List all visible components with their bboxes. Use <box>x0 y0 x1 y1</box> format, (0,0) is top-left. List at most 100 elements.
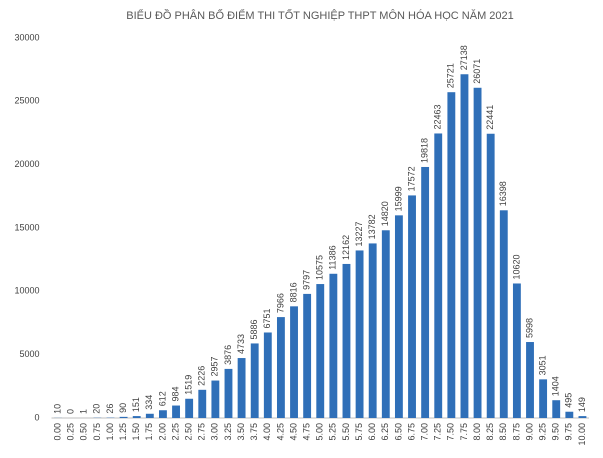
bar <box>263 332 272 418</box>
x-tick-label: 7.50 <box>446 423 456 441</box>
bar <box>132 416 141 418</box>
x-tick-label: 9.50 <box>551 423 561 441</box>
bar <box>172 405 180 418</box>
value-label: 334 <box>144 395 154 410</box>
value-label: 26 <box>105 404 115 414</box>
bar <box>473 87 482 418</box>
x-tick-label: 3.00 <box>210 423 220 441</box>
bar <box>159 410 167 418</box>
bar <box>460 74 469 418</box>
bar <box>316 284 325 418</box>
value-label: 6751 <box>262 308 272 328</box>
x-tick-label: 7.00 <box>420 423 430 441</box>
x-tick-label: 2.00 <box>157 423 167 441</box>
value-label: 0 <box>66 409 76 414</box>
value-label: 3051 <box>537 355 547 375</box>
value-label: 13782 <box>367 214 377 239</box>
bar <box>552 400 561 418</box>
x-tick-label: 8.00 <box>472 423 482 441</box>
value-label: 14820 <box>380 201 390 226</box>
x-tick-label: 6.50 <box>393 423 403 441</box>
x-tick-label: 0.00 <box>52 423 62 441</box>
x-tick-label: 9.25 <box>537 423 547 441</box>
bar <box>421 166 430 418</box>
value-label: 10 <box>52 404 62 414</box>
x-tick-label: 10.00 <box>577 423 587 446</box>
value-label: 2226 <box>197 366 207 386</box>
y-tick-label: 25000 <box>14 96 39 106</box>
value-label: 5998 <box>524 318 534 338</box>
x-tick-label: 5.75 <box>354 423 364 441</box>
value-label: 10620 <box>511 254 521 279</box>
x-tick-label: 1.00 <box>105 423 115 441</box>
bar <box>303 293 312 418</box>
bar <box>578 416 587 418</box>
x-tick-label: 1.50 <box>131 423 141 441</box>
value-label: 9797 <box>302 270 312 290</box>
value-label: 984 <box>170 387 180 402</box>
value-label: 11386 <box>328 245 338 269</box>
value-label: 495 <box>564 393 574 408</box>
value-label: 1404 <box>551 376 561 396</box>
value-label: 3876 <box>223 345 233 365</box>
bar <box>198 389 207 418</box>
bar <box>329 273 338 418</box>
x-tick-label: 4.25 <box>275 423 285 441</box>
x-tick-label: 5.50 <box>341 423 351 441</box>
x-tick-label: 4.75 <box>302 423 312 441</box>
bar <box>250 343 259 418</box>
bar <box>394 215 403 418</box>
y-tick-label: 20000 <box>14 159 39 169</box>
x-tick-label: 3.50 <box>236 423 246 441</box>
x-tick-label: 7.75 <box>459 423 469 441</box>
value-label: 12162 <box>341 235 351 260</box>
y-tick-label: 30000 <box>14 32 39 42</box>
value-label: 1519 <box>184 375 194 395</box>
bar <box>512 283 521 418</box>
value-label: 13227 <box>354 221 364 246</box>
value-label: 15999 <box>393 186 403 211</box>
x-tick-label: 0.25 <box>66 423 76 441</box>
bar <box>211 380 220 418</box>
value-label: 1 <box>79 409 89 414</box>
x-tick-label: 0.75 <box>92 423 102 441</box>
bar <box>565 411 574 418</box>
x-tick-label: 3.75 <box>249 423 259 441</box>
value-label: 149 <box>577 397 587 412</box>
value-label: 5886 <box>249 319 259 339</box>
value-label: 10575 <box>315 255 325 280</box>
value-label: 90 <box>118 403 128 413</box>
x-tick-label: 2.75 <box>197 423 207 441</box>
value-label: 20 <box>92 404 102 414</box>
x-tick-label: 5.25 <box>328 423 338 441</box>
value-label: 16398 <box>498 181 508 206</box>
bar <box>119 416 128 418</box>
bar <box>486 133 495 419</box>
x-tick-label: 5.00 <box>315 423 325 441</box>
bar <box>237 358 246 418</box>
x-tick-label: 0.50 <box>79 423 89 441</box>
bar <box>145 413 154 418</box>
x-tick-label: 2.50 <box>184 423 194 441</box>
bar <box>185 398 194 418</box>
y-tick-label: 5000 <box>19 349 39 359</box>
bar <box>447 92 456 418</box>
value-label: 17572 <box>406 166 416 191</box>
bar <box>276 317 285 418</box>
bar <box>539 379 548 418</box>
bar <box>526 342 534 418</box>
y-tick-label: 0 <box>34 412 39 422</box>
value-label: 25721 <box>446 63 456 88</box>
bar <box>342 263 351 418</box>
x-tick-label: 8.50 <box>498 423 508 441</box>
x-tick-label: 8.75 <box>511 423 521 441</box>
x-tick-label: 8.25 <box>485 423 495 441</box>
value-label: 2957 <box>210 357 220 377</box>
x-tick-label: 6.25 <box>380 423 390 441</box>
value-label: 27138 <box>459 45 469 70</box>
value-label: 26071 <box>472 59 482 84</box>
x-tick-label: 4.50 <box>288 423 298 441</box>
x-tick-label: 6.75 <box>406 423 416 441</box>
bar <box>368 243 377 418</box>
